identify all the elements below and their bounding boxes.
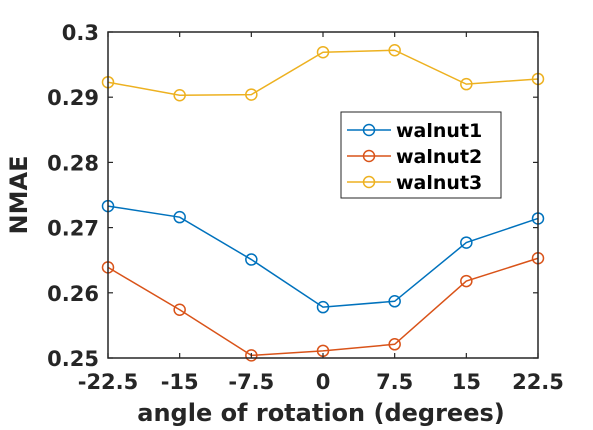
legend-label-walnut3: walnut3 <box>396 172 482 194</box>
x-tick-label: -15 <box>161 370 199 394</box>
x-tick-label: 15 <box>452 370 481 394</box>
x-tick-label: 0 <box>316 370 331 394</box>
legend-label-walnut1: walnut1 <box>396 120 482 142</box>
x-tick-label: -22.5 <box>78 370 139 394</box>
legend-box <box>340 111 502 199</box>
legend-marker-walnut2 <box>362 149 376 163</box>
data-point-walnut2 <box>245 349 258 362</box>
series-line-walnut2 <box>107 257 539 357</box>
y-tick-label: 0.25 <box>47 347 99 371</box>
legend-marker-walnut3 <box>362 175 376 189</box>
data-point-walnut1 <box>460 236 473 249</box>
legend-entries: walnut1 walnut2 walnut3 <box>347 120 482 194</box>
data-point-walnut2 <box>460 274 473 288</box>
x-tick-labels: -22.5 -15 -7.5 0 7.5 15 22.5 <box>78 370 564 394</box>
tick-layer <box>107 31 539 359</box>
y-tick-label: 0.28 <box>47 151 99 175</box>
legend-label-walnut2: walnut2 <box>396 146 482 168</box>
x-tick-label: -7.5 <box>228 370 274 394</box>
series-line-walnut1 <box>107 205 539 308</box>
data-point-walnut3 <box>388 44 401 57</box>
legend: walnut1 walnut2 walnut3 <box>340 111 502 199</box>
x-tick-label: 7.5 <box>376 370 413 394</box>
y-tick-label: 0.26 <box>47 282 99 306</box>
data-point-walnut3 <box>460 77 473 91</box>
data-point-walnut1 <box>173 210 186 224</box>
y-tick-label: 0.27 <box>47 217 99 241</box>
y-tick-label: 0.29 <box>47 86 99 110</box>
legend-marker-walnut1 <box>362 123 376 137</box>
data-point-walnut1 <box>245 253 258 266</box>
data-point-walnut1 <box>388 295 401 308</box>
data-point-walnut1 <box>316 300 330 314</box>
x-tick-label: 22.5 <box>512 370 564 394</box>
series-line-walnut3 <box>107 49 539 96</box>
data-point-walnut3 <box>245 88 258 101</box>
data-point-walnut2 <box>173 303 186 317</box>
y-tick-label: 0.3 <box>62 21 99 45</box>
data-point-walnut3 <box>173 88 186 102</box>
y-axis-title: NMAE <box>5 156 33 235</box>
data-point-walnut2 <box>388 338 401 351</box>
x-axis-title: angle of rotation (degrees) <box>137 399 504 427</box>
data-point-walnut3 <box>316 45 330 59</box>
y-tick-labels: 0.25 0.26 0.27 0.28 0.29 0.3 <box>47 21 99 371</box>
